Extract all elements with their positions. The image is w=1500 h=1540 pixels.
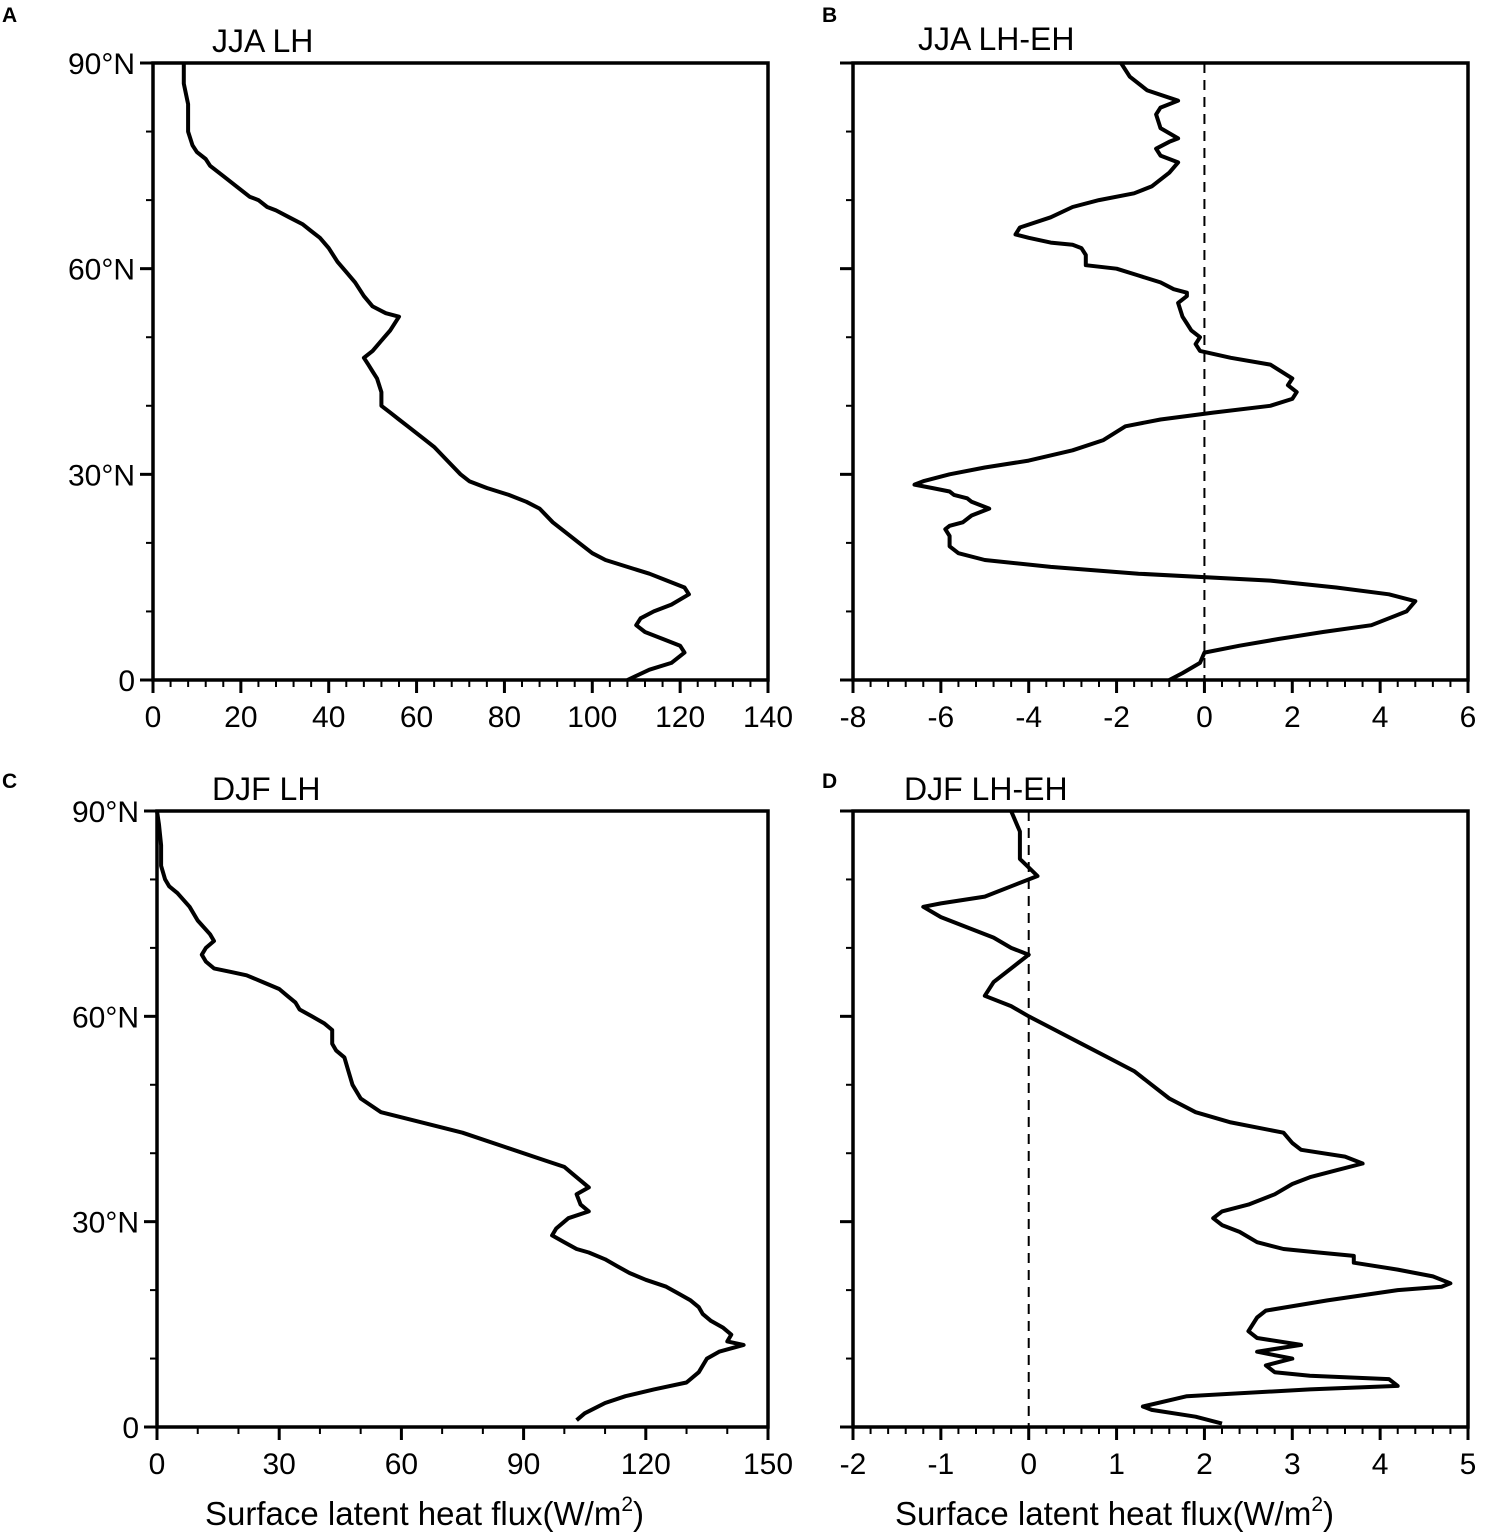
panel-a-x-tick-label: 120	[655, 701, 705, 734]
panel-b-title: JJA LH-EH	[918, 21, 1074, 57]
panel-c-series-line	[155, 810, 746, 1422]
panel-c-x-tick-label: 150	[743, 1448, 793, 1481]
panel-a-x-tick-label: 100	[567, 701, 617, 734]
panel-c-x-tick-label: 120	[621, 1448, 671, 1481]
panel-c-x-tick-label: 90	[507, 1448, 540, 1481]
panel-letter-b: B	[822, 4, 837, 27]
panel-d-x-tick-label: 1	[1108, 1448, 1125, 1481]
panel-a: A JJA LH 0 30°N 60°N 90°N 0 20 40 60 80 100 120 140	[2, 4, 793, 734]
panel-c-y-tick-label: 30°N	[72, 1207, 139, 1240]
panel-d-title: DJF LH-EH	[904, 771, 1068, 807]
panel-b-axes: -8 -6 -4 -2 0 2 4 6	[840, 61, 1477, 734]
panel-c-x-tick-label: 30	[263, 1448, 296, 1481]
panel-d-frame	[851, 809, 1470, 1429]
panel-a-y-tick-label: 0	[118, 665, 135, 698]
panel-a-y-tick-label: 30°N	[68, 459, 135, 492]
panel-a-x-tick-label: 140	[743, 701, 793, 734]
panel-d-series-line	[921, 810, 1453, 1426]
panel-c: C DJF LH 0 30°N 60°N 90°N 0 30 60 90 120 150 Surf…	[2, 770, 793, 1532]
panel-c-axes: 0 30°N 60°N 90°N 0 30 60 90 120 150	[72, 796, 793, 1481]
panel-d-x-tick-label: 5	[1460, 1448, 1477, 1481]
panel-d-x-tick-label: 4	[1372, 1448, 1389, 1481]
panel-a-title: JJA LH	[212, 23, 313, 59]
panel-a-x-tick-label: 80	[488, 701, 521, 734]
panel-b-x-tick-label: 6	[1460, 701, 1477, 734]
panel-d-x-tick-label: 3	[1284, 1448, 1301, 1481]
panel-b-x-tick-label: 4	[1372, 701, 1389, 734]
panel-b-x-tick-label: -2	[1103, 701, 1130, 734]
panel-letter-a: A	[2, 4, 17, 27]
panel-a-x-tick-label: 40	[312, 701, 345, 734]
panel-d-x-tick-label: 2	[1196, 1448, 1213, 1481]
panel-b-x-tick-label: -8	[840, 701, 867, 734]
panel-letter-d: D	[822, 770, 837, 793]
panel-c-x-tick-label: 0	[149, 1448, 166, 1481]
panel-d-x-tick-label: 0	[1020, 1448, 1037, 1481]
panel-a-axes: 0 30°N 60°N 90°N 0 20 40 60 80 100 120 140	[68, 48, 793, 734]
panel-b-x-tick-label: -4	[1015, 701, 1042, 734]
panel-c-frame	[155, 809, 770, 1429]
panel-a-frame	[151, 61, 770, 682]
panel-c-x-tick-label: 60	[385, 1448, 418, 1481]
panel-b-x-tick-label: 2	[1284, 701, 1301, 734]
panel-a-x-tick-label: 0	[145, 701, 162, 734]
panel-letter-c: C	[2, 770, 17, 793]
panel-c-y-tick-label: 0	[122, 1412, 139, 1445]
panel-c-title: DJF LH	[212, 771, 320, 807]
panel-b-frame	[851, 61, 1470, 682]
panel-a-series-line	[181, 63, 691, 682]
panel-b-x-tick-label: 0	[1196, 701, 1213, 734]
panel-a-y-tick-label: 60°N	[68, 254, 135, 287]
panel-b-series-line	[912, 61, 1418, 682]
panel-d-axes: -2 -1 0 1 2 3 4 5	[840, 809, 1477, 1481]
panel-d-x-tick-label: -2	[840, 1448, 867, 1481]
panel-d-x-tick-label: -1	[928, 1448, 955, 1481]
panel-c-y-tick-label: 60°N	[72, 1001, 139, 1034]
panel-c-y-tick-label: 90°N	[72, 796, 139, 829]
panel-d-x-axis-label: Surface latent heat flux(W/m2)	[895, 1493, 1334, 1532]
panel-a-x-tick-label: 60	[400, 701, 433, 734]
panel-b: B JJA LH-EH -8 -6 -4 -2 0 2 4 6	[822, 4, 1476, 734]
panel-a-x-tick-label: 20	[224, 701, 257, 734]
panel-c-x-axis-label: Surface latent heat flux(W/m2)	[205, 1493, 644, 1532]
panel-d: D DJF LH-EH -2 -1 0 1 2 3 4 5 Surface latent he…	[822, 770, 1476, 1532]
panel-b-x-tick-label: -6	[928, 701, 955, 734]
panel-a-y-tick-label: 90°N	[68, 48, 135, 81]
